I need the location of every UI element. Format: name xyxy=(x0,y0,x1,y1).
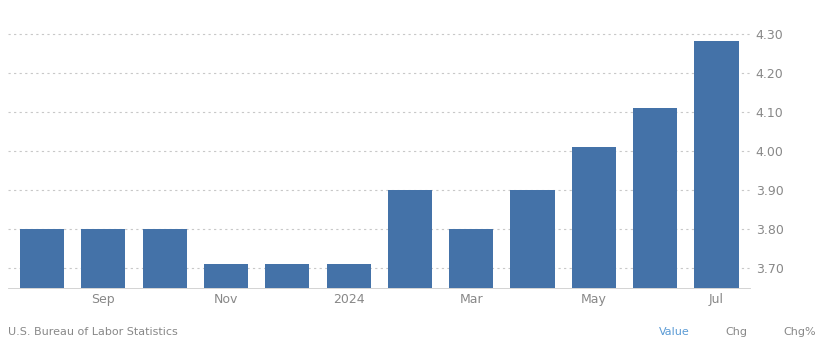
Bar xyxy=(81,229,125,351)
Text: Chg: Chg xyxy=(724,327,747,337)
Text: Chg%: Chg% xyxy=(782,327,815,337)
Bar xyxy=(20,229,64,351)
Bar xyxy=(449,229,493,351)
Bar xyxy=(204,264,248,351)
Bar xyxy=(326,264,370,351)
Bar xyxy=(694,41,738,351)
Text: U.S. Bureau of Labor Statistics: U.S. Bureau of Labor Statistics xyxy=(8,327,178,337)
Bar xyxy=(510,190,554,351)
Bar xyxy=(571,147,615,351)
Bar xyxy=(142,229,186,351)
Text: Value: Value xyxy=(658,327,689,337)
Bar xyxy=(388,190,431,351)
Bar xyxy=(265,264,309,351)
Bar xyxy=(633,108,676,351)
